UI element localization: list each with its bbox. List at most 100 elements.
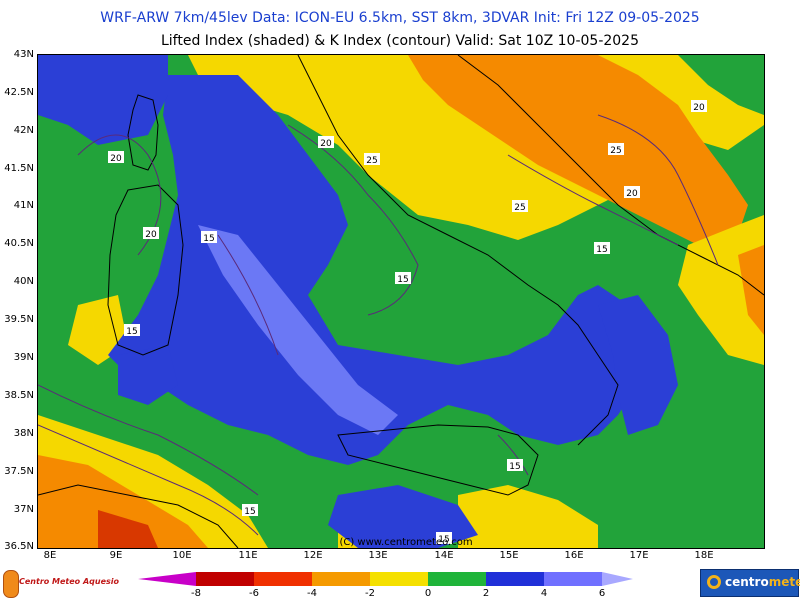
contour-line [497, 434, 529, 476]
contour-label: 25 [610, 146, 621, 156]
shading-blue-tyrrhenian [108, 75, 648, 465]
contour-label: 15 [203, 234, 214, 244]
map-watermark: (C) www.centrometeo.com [339, 537, 472, 548]
contour-label-bg [318, 136, 334, 148]
colorbar-segment [254, 572, 312, 586]
lat-label: 40N [13, 276, 34, 287]
shading-light-blue [198, 225, 398, 435]
contour-line [507, 154, 679, 246]
lon-label: 18E [694, 550, 714, 561]
contour-label: 15 [397, 275, 408, 285]
lat-label: 38N [13, 428, 34, 439]
shading-blue-sw-sardinia [118, 345, 178, 405]
logo-brand-suffix: meteo [768, 575, 800, 589]
contour-line [38, 424, 259, 536]
contour-label-bg [201, 231, 217, 243]
shading-yellow-south [458, 485, 598, 548]
logo-mark-icon [3, 570, 19, 598]
contour-label-bg [395, 272, 411, 284]
contour-label-bg [594, 242, 610, 254]
coast-sardinia [107, 184, 184, 356]
shading-blue-ligurian [38, 55, 168, 145]
shading-green-ne [678, 55, 764, 115]
contour-label-bg [364, 153, 380, 165]
shading-yellow-sardinia [68, 295, 128, 365]
lat-label: 37N [13, 504, 34, 515]
colorbar-tick: 2 [482, 588, 490, 599]
colorbar-tick: -8 [191, 588, 201, 599]
lat-label: 42.5N [4, 87, 34, 98]
contour-label: 15 [509, 462, 520, 472]
map-svg: 20 20 20 25 25 25 20 15 15 15 15 15 15 [38, 55, 764, 548]
contour-label-group: 20 20 20 25 25 25 20 15 15 15 15 15 15 [108, 100, 707, 545]
contour-label-bg [608, 143, 624, 155]
colorbar-segment [602, 572, 633, 586]
lat-label: 39.5N [4, 314, 34, 325]
contour-line [38, 384, 259, 496]
colorbar-segment [486, 572, 544, 586]
logo-brand-text: centrometeo [725, 575, 800, 589]
contour-label-bg [507, 459, 523, 471]
colorbar [138, 572, 633, 586]
coast-italy-west [297, 55, 619, 446]
lon-label: 11E [238, 550, 258, 561]
colorbar-segment [370, 572, 428, 586]
coast-africa [38, 484, 239, 548]
colorbar-tick: -2 [365, 588, 375, 599]
lon-label: 13E [368, 550, 388, 561]
logo-brand-prefix: centro [725, 575, 769, 589]
lat-label: 43N [13, 49, 34, 60]
weather-map: 20 20 20 25 25 25 20 15 15 15 15 15 15 [37, 54, 765, 549]
coast-corsica [127, 94, 159, 171]
shading-red-sw [98, 510, 158, 548]
colorbar-tick: 6 [598, 588, 606, 599]
contour-label-bg [242, 504, 258, 516]
coast-sicily [337, 424, 539, 496]
title-line-1: WRF-ARW 7km/45lev Data: ICON-EU 6.5km, S… [100, 10, 700, 26]
contour-label-bg [691, 100, 707, 112]
contour-label-bg [143, 227, 159, 239]
shading-orange-sw [38, 455, 208, 548]
lat-label: 41.5N [4, 163, 34, 174]
lat-label: 39N [13, 352, 34, 363]
colorbar-tick: -6 [249, 588, 259, 599]
lon-label: 15E [499, 550, 519, 561]
shading-blue-calabria [598, 295, 678, 435]
contour-label: 25 [366, 156, 377, 166]
contour-label: 15 [244, 507, 255, 517]
contour-label: 20 [693, 103, 705, 113]
lon-label: 9E [109, 550, 123, 561]
logo-centro-meteo-aquesio: Centro Meteo Aquesio [0, 568, 119, 598]
contour-label: 20 [626, 189, 638, 199]
contour-label-bg [512, 200, 528, 212]
colorbar-segment [544, 572, 602, 586]
contour-label-bg [436, 532, 452, 544]
contour-label: 20 [320, 139, 332, 149]
contour-label-bg [624, 186, 640, 198]
lon-label: 16E [564, 550, 584, 561]
colorbar-tick: 4 [540, 588, 548, 599]
lat-label: 37.5N [4, 466, 34, 477]
contour-label: 25 [514, 203, 525, 213]
lat-label: 36.5N [4, 541, 34, 552]
title-line-2: Lifted Index (shaded) & K Index (contour… [160, 33, 640, 49]
colorbar-tick: 0 [424, 588, 432, 599]
contour-label-bg [108, 151, 124, 163]
colorbar-segment [196, 572, 254, 586]
contour-label: 20 [145, 230, 157, 240]
contour-line [77, 134, 162, 256]
shading-orange-apennines [408, 55, 748, 245]
lon-label: 14E [434, 550, 454, 561]
lat-label: 40.5N [4, 238, 34, 249]
logo-left-text: Centro Meteo Aquesio [19, 577, 119, 586]
contour-label-bg [124, 324, 140, 336]
contour-label: 15 [596, 245, 607, 255]
lat-label: 41N [13, 200, 34, 211]
lon-label: 8E [43, 550, 57, 561]
colorbar-segment [428, 572, 486, 586]
contour-label: 20 [110, 154, 122, 164]
logo-centrometeo[interactable]: centrometeo [700, 569, 800, 597]
colorbar-segment [138, 572, 196, 586]
lon-label: 17E [629, 550, 649, 561]
colorbar-segment [312, 572, 370, 586]
